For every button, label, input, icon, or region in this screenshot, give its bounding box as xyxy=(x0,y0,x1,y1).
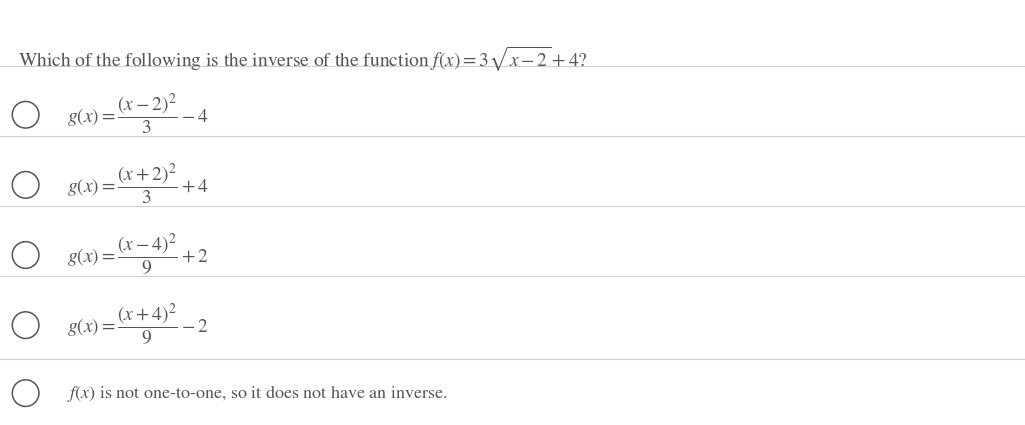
Text: $g\left(x\right) = \dfrac{\left(x-2\right)^2}{3} - 4$: $g\left(x\right) = \dfrac{\left(x-2\righ… xyxy=(67,92,208,137)
Text: $g\left(x\right) = \dfrac{\left(x+2\right)^2}{3} + 4$: $g\left(x\right) = \dfrac{\left(x+2\righ… xyxy=(67,162,208,207)
Text: $f(x)$ is not one-to-one, so it does not have an inverse.: $f(x)$ is not one-to-one, so it does not… xyxy=(67,382,447,404)
Text: $g\left(x\right) = \dfrac{\left(x-4\right)^2}{9} + 2$: $g\left(x\right) = \dfrac{\left(x-4\righ… xyxy=(67,232,208,278)
Text: Which of the following is the inverse of the function $f\left(x\right) = 3\sqrt{: Which of the following is the inverse of… xyxy=(18,45,588,74)
Text: $g\left(x\right) = \dfrac{\left(x+4\right)^2}{9} - 2$: $g\left(x\right) = \dfrac{\left(x+4\righ… xyxy=(67,302,208,348)
